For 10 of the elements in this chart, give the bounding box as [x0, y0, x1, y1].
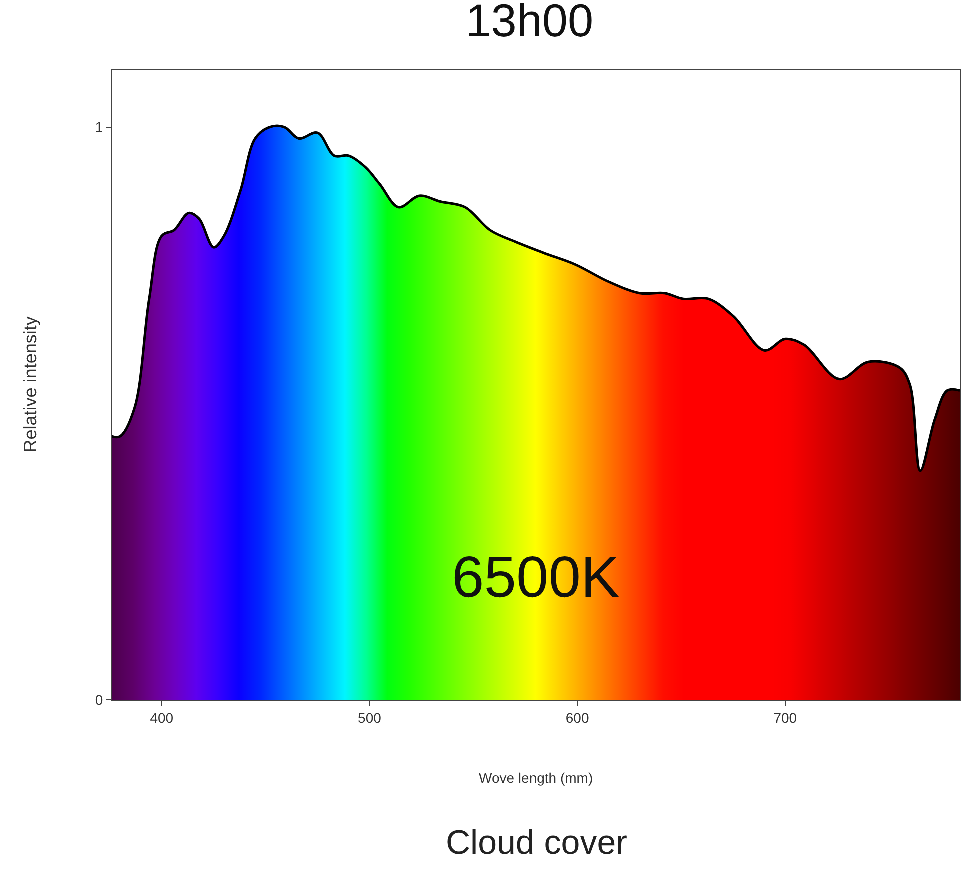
y-axis-title: Relative intensity: [20, 316, 41, 453]
x-tick-label: 400: [150, 710, 174, 726]
chart-title: 13h00: [466, 0, 594, 47]
x-tick-label: 600: [566, 710, 590, 726]
text: Cloud cover: [446, 824, 628, 862]
x-tick-label: 500: [358, 710, 382, 726]
x-axis-title: Wove length (mm): [479, 770, 594, 786]
x-tick-label: 700: [774, 710, 798, 726]
y-tick-label: 0: [95, 692, 104, 708]
y-tick-label: 1: [95, 119, 104, 136]
